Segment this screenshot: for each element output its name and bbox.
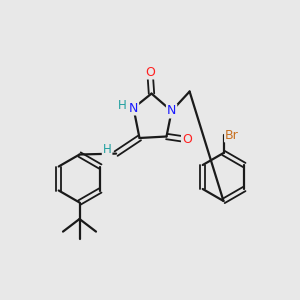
Text: O: O	[145, 65, 155, 79]
Text: H: H	[103, 143, 112, 157]
Text: H: H	[118, 99, 127, 112]
Text: N: N	[129, 101, 138, 115]
Text: O: O	[182, 133, 192, 146]
Text: N: N	[167, 104, 176, 118]
Text: Br: Br	[225, 128, 239, 142]
